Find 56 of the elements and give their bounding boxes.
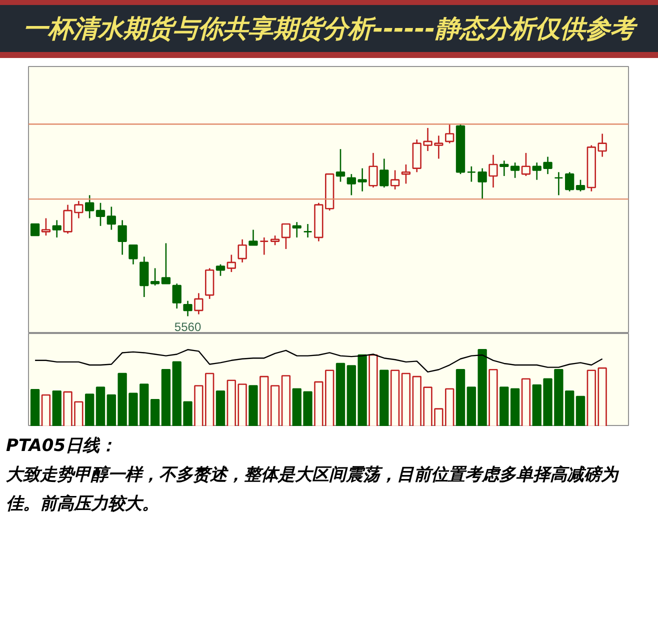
bar <box>510 388 520 426</box>
candlestick <box>368 152 378 188</box>
bar <box>52 390 62 426</box>
candlestick <box>128 244 138 265</box>
candlestick <box>488 154 498 188</box>
bar <box>336 362 346 426</box>
candlestick <box>554 171 564 196</box>
bar <box>30 388 40 426</box>
candlestick <box>576 179 586 192</box>
candlestick <box>270 234 280 246</box>
candlestick <box>336 148 346 182</box>
candlestick <box>292 221 302 238</box>
candlestick <box>478 168 487 200</box>
candlestick <box>248 229 258 246</box>
candlestick <box>260 236 269 256</box>
text: PTA05日线： <box>6 435 118 458</box>
candlestick <box>445 123 454 144</box>
candlestick <box>85 194 94 219</box>
text: 大致走势甲醇一样，不多赘述，整体是大区间震荡，目前位置考虑多单择高减磅为佳。前高压力较大。 <box>6 464 620 516</box>
candlestick <box>194 292 204 315</box>
candlestick <box>106 206 116 230</box>
text: 5560 <box>174 320 202 334</box>
candlestick <box>390 170 400 190</box>
candlestick <box>401 164 411 184</box>
candlestick <box>150 268 160 286</box>
bar <box>576 396 586 426</box>
candlestick <box>303 223 312 238</box>
candlestick <box>140 256 149 298</box>
candlestick <box>565 171 574 192</box>
candlestick <box>96 202 106 227</box>
candlestick <box>281 223 291 250</box>
chart-title: 一杯清水期货与你共享期货分析------静态分析仅供参考 <box>0 0 658 58</box>
bar <box>216 390 226 426</box>
candlestick <box>52 220 62 238</box>
candlestick <box>380 158 389 188</box>
candlestick <box>500 160 509 177</box>
bar <box>161 368 171 426</box>
bar <box>248 385 258 426</box>
candlestick <box>226 254 236 273</box>
candlestick <box>466 166 476 182</box>
bar <box>150 398 160 426</box>
candlestick <box>118 220 127 256</box>
bar <box>96 386 106 426</box>
bar <box>380 370 389 426</box>
candlestick <box>30 223 40 236</box>
bar <box>456 368 466 426</box>
candlestick <box>161 242 171 284</box>
candlestick <box>216 264 226 277</box>
candlestick <box>172 282 182 310</box>
candlestick <box>510 162 520 179</box>
candlestick <box>238 238 247 264</box>
bar <box>85 394 94 426</box>
candlestick <box>183 300 192 317</box>
candlestick <box>41 218 51 236</box>
candlestick <box>521 152 531 177</box>
bar <box>500 386 509 426</box>
